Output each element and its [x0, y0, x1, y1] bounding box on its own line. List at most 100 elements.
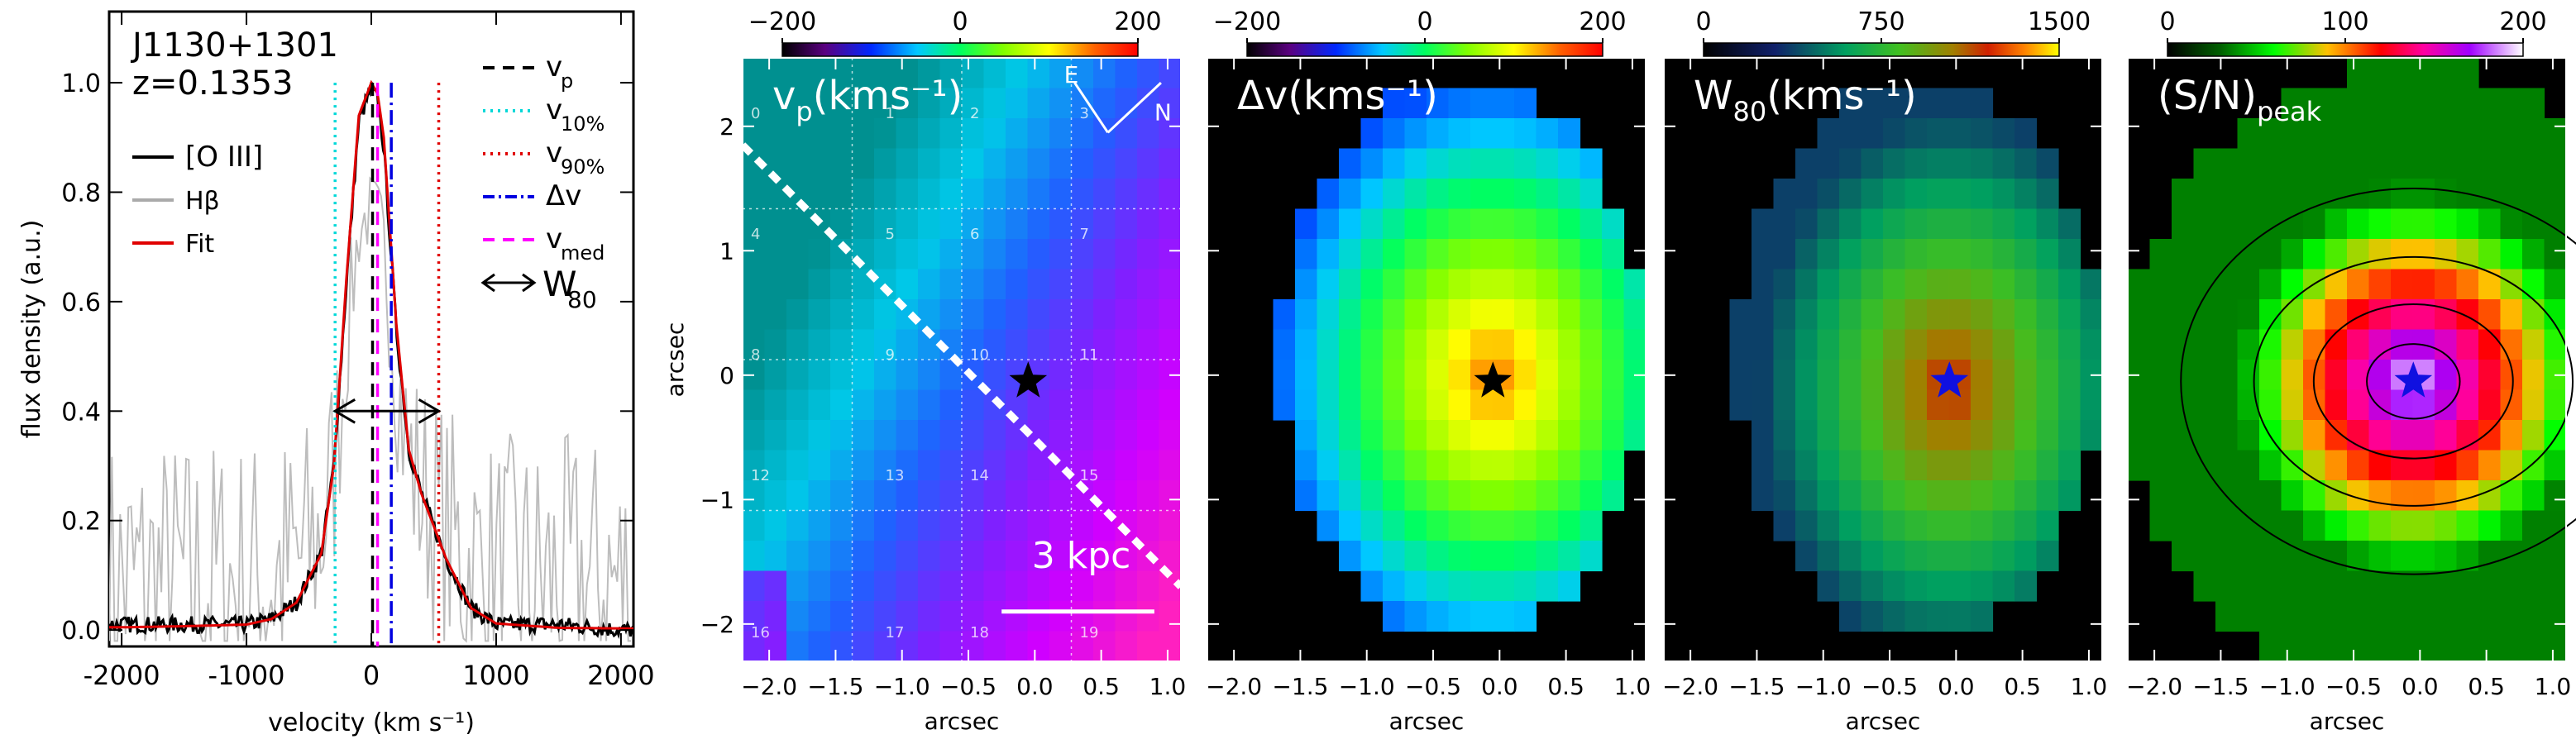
map-pixel: [2368, 420, 2392, 451]
map-pixel: [962, 269, 985, 300]
map-pixel: [2281, 360, 2304, 391]
map-pixel: [2237, 420, 2260, 451]
map-pixel: [1580, 389, 1603, 421]
map-pixel: [2259, 631, 2282, 662]
map-pixel: [2478, 389, 2502, 421]
map-pixel: [1971, 118, 1994, 150]
map-pixel: [1795, 541, 1818, 572]
map-pixel: [1383, 299, 1406, 331]
map-pixel: [2014, 420, 2038, 451]
map-pixel: [2058, 208, 2081, 240]
map-pixel: [808, 179, 831, 210]
map-pixel: [786, 118, 810, 150]
map-pixel: [2303, 299, 2326, 331]
map-pixel: [2435, 570, 2458, 602]
region-number: 15: [1080, 467, 1099, 484]
map-frame: [2127, 57, 2567, 662]
map-xtick-label: −0.5: [940, 673, 996, 700]
map-pixel: [1839, 148, 1862, 179]
map-xtick-label: 0.5: [2468, 673, 2505, 700]
map-pixel: [1992, 389, 2015, 421]
map-pixel: [1729, 360, 1752, 391]
map-pixel: [874, 329, 897, 360]
map-pixel: [808, 239, 831, 270]
map-pixel: [1071, 541, 1094, 572]
map-pixel: [1448, 450, 1471, 481]
map-pixel: [2478, 601, 2502, 632]
map-pixel: [1861, 570, 1884, 602]
map-pixel: [1159, 88, 1182, 119]
map-pixel: [1536, 148, 1559, 179]
map-pixel: [1817, 510, 1840, 541]
sn-contour: [2180, 188, 2576, 575]
map-pixel: [1558, 299, 1581, 331]
map-pixel: [1558, 541, 1581, 572]
map-pixel: [1470, 118, 1494, 150]
spectrum-ylabel: flux density (a.u.): [17, 220, 46, 439]
map-pixel: [1948, 510, 1971, 541]
map-pixel: [2014, 269, 2038, 300]
map-xtick-label: 0.0: [1016, 673, 1054, 700]
map-pixel: [1883, 389, 1906, 421]
map-pixel: [2544, 570, 2567, 602]
region-number: 4: [751, 226, 760, 243]
map-pixel: [1383, 360, 1406, 391]
map-pixel: [1992, 420, 2015, 451]
map-pixel: [1049, 601, 1073, 632]
map-pixel: [1492, 420, 1515, 451]
map-pixel: [1071, 148, 1094, 179]
map-pixel: [1360, 269, 1384, 300]
map-pixel: [1558, 510, 1581, 541]
map-pixel: [1971, 239, 1994, 270]
map-pixel: [2522, 329, 2545, 360]
map-pixel: [1448, 88, 1471, 119]
map-pixel: [1317, 269, 1340, 300]
map-pixel: [1115, 360, 1138, 391]
map-pixel: [939, 299, 963, 331]
map-pixel: [896, 480, 919, 512]
map-pixel: [896, 420, 919, 451]
map-pixel: [1273, 389, 1296, 421]
map-pixel: [1558, 389, 1581, 421]
map-pixel: [786, 148, 810, 179]
map-pixel: [1905, 239, 1928, 270]
map-pixel: [1339, 360, 1362, 391]
map-pixel: [1580, 208, 1603, 240]
spectrum-ticks: -2000 -1000 0 1000 2000 0.0 0.2 0.4 0.6 0.8 1.0: [61, 12, 655, 691]
map-pixel: [1006, 510, 1029, 541]
map-pixel: [1927, 208, 1950, 240]
center-star-icon: [2394, 361, 2433, 398]
map-pixel: [1295, 329, 1318, 360]
map-pixel: [1883, 88, 1906, 119]
map-pixel: [743, 420, 766, 451]
map-pixel: [1448, 360, 1471, 391]
map-pixel: [1927, 179, 1950, 210]
map-pixel: [786, 299, 810, 331]
map-pixel: [1839, 570, 1862, 602]
map-pixel: [764, 389, 787, 421]
map-pixel: [1817, 269, 1840, 300]
region-number: 0: [751, 105, 760, 122]
map-pixel: [1773, 239, 1796, 270]
map-pixel: [1448, 510, 1471, 541]
map-pixel: [1602, 389, 1625, 421]
map-pixel: [1927, 88, 1950, 119]
map-pixel: [2456, 58, 2479, 89]
map-pixel: [786, 541, 810, 572]
map-title: vp(kms⁻¹): [772, 73, 963, 127]
map-pixel: [2303, 148, 2326, 179]
map-pixel: [1752, 480, 1775, 512]
map-pixel: [1536, 510, 1559, 541]
map-pixel: [962, 329, 985, 360]
map-pixel: [2193, 389, 2216, 421]
map-pixel: [1971, 450, 1994, 481]
map-pixel: [1137, 179, 1160, 210]
map-pixel: [1093, 179, 1116, 210]
map-pixel: [2036, 510, 2059, 541]
map-title: (S/N)peak: [2158, 73, 2322, 127]
map-pixel: [1159, 148, 1182, 179]
map-pixel: [1383, 329, 1406, 360]
map-pixel: [1093, 269, 1116, 300]
map-pixel: [1580, 148, 1603, 179]
map-pixel: [852, 58, 875, 89]
